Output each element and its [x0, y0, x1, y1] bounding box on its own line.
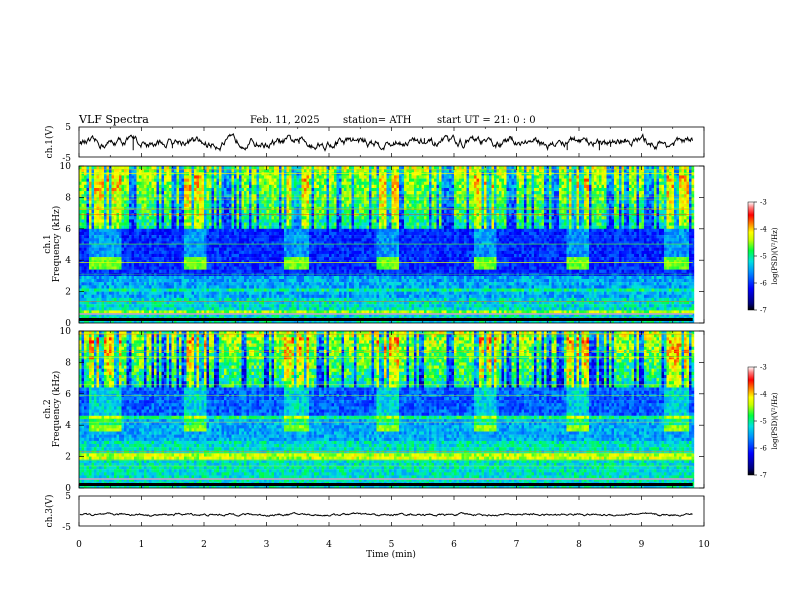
ch1-waveform-panel: 5 -5 ch.1(V) [44, 123, 705, 164]
ch2-freq-tick-2: 2 [65, 453, 71, 463]
ch2-spectrogram-image [79, 331, 704, 488]
figure-title: VLF Spectra [78, 113, 149, 126]
ch3-waveform-frame [78, 495, 705, 527]
ch2-colorbar-tick--5: -5 [760, 418, 767, 426]
time-tick-label-0: 0 [76, 540, 82, 550]
time-tick-label-9: 9 [639, 540, 645, 550]
ch1-waveform-line [79, 133, 693, 152]
ch1-colorbar-ticks: -3 -4 -5 -6 -7 [754, 199, 767, 315]
time-tick-label-3: 3 [264, 540, 270, 550]
ch1-freq-tick-6: 6 [65, 225, 71, 235]
ch2-colorbar-gradient [747, 366, 755, 476]
ch1-freq-channel-label: ch.1 [43, 234, 53, 253]
ch3-waveform-ylabel: ch.3(V) [44, 495, 55, 528]
ch1-waveform-ticks [78, 127, 705, 157]
ch1-ytick-min: -5 [62, 154, 71, 164]
ch3-waveform-ticks [78, 496, 705, 526]
ch1-colorbar-gradient [747, 201, 755, 311]
ch2-colorbar: -3 -4 -5 -6 -7 log(PSD)(V²/Hz) [747, 364, 779, 480]
ch2-freq-channel-label: ch.2 [43, 399, 53, 418]
ch2-colorbar-ticks: -3 -4 -5 -6 -7 [754, 364, 767, 480]
time-tick-label-5: 5 [389, 540, 395, 550]
ch1-spectrogram-ticks [78, 166, 705, 323]
ch1-colorbar-tick--3: -3 [760, 199, 767, 207]
ch1-waveform-ylabel: ch.1(V) [44, 126, 55, 159]
ch1-colorbar-label: log(PSD)(V²/Hz) [771, 227, 779, 284]
ch1-freq-tick-10: 10 [60, 162, 72, 172]
time-tick-label-7: 7 [514, 540, 520, 550]
ch2-colorbar-tick--4: -4 [760, 391, 767, 399]
ch1-colorbar-tick--7: -7 [760, 307, 767, 315]
station-label: station= ATH [343, 115, 412, 126]
ch1-colorbar-tick--4: -4 [760, 226, 767, 234]
ch2-spectrogram-ticks [78, 331, 705, 488]
date-label: Feb. 11, 2025 [250, 115, 320, 126]
ch1-freq-tick-8: 8 [65, 193, 71, 203]
ch1-colorbar: -3 -4 -5 -6 -7 log(PSD)(V²/Hz) [747, 199, 779, 315]
ch1-freq-tick-2: 2 [65, 288, 71, 298]
ch2-freq-axis-label: Frequency (kHz) [51, 371, 62, 448]
ch2-colorbar-tick--7: -7 [760, 472, 767, 480]
time-tick-label-6: 6 [451, 540, 457, 550]
ch2-freq-tick-8: 8 [65, 358, 71, 368]
ch3-waveform-panel: 5 -5 ch.3(V) [44, 492, 705, 533]
ch2-freq-tick-0: 0 [65, 484, 71, 494]
time-tick-label-2: 2 [201, 540, 207, 550]
ch2-colorbar-tick--3: -3 [760, 364, 767, 372]
ch1-freq-tick-labels: 0 2 4 6 8 10 [60, 162, 704, 329]
time-axis-tick-labels: 0 1 2 3 4 5 6 7 8 9 10 [76, 540, 710, 550]
ch2-freq-tick-labels: 0 2 4 6 8 10 [60, 327, 704, 494]
ch1-colorbar-tick--6: -6 [760, 280, 767, 288]
ch1-spectrogram-image [79, 166, 704, 323]
ch1-freq-axis-label: Frequency (kHz) [51, 206, 62, 283]
ch1-colorbar-tick--5: -5 [760, 253, 767, 261]
ch1-freq-tick-4: 4 [65, 256, 71, 266]
time-tick-label-10: 10 [698, 540, 710, 550]
ch3-ytick-max: 5 [65, 492, 71, 502]
time-tick-label-8: 8 [576, 540, 582, 550]
ch2-colorbar-label: log(PSD)(V²/Hz) [771, 392, 779, 449]
ch3-waveform-line [79, 511, 693, 517]
ch2-freq-tick-4: 4 [65, 421, 71, 431]
ch2-spectrogram-panel: 0 2 4 6 8 10 ch.2 Frequency (kHz) [43, 327, 705, 494]
time-axis-label: Time (min) [366, 549, 416, 560]
time-tick-label-1: 1 [139, 540, 145, 550]
time-tick-label-4: 4 [326, 540, 332, 550]
ch1-freq-tick-0: 0 [65, 319, 71, 329]
ch1-spectrogram-panel: 0 2 4 6 8 10 ch.1 Frequency (kHz) [43, 162, 705, 329]
start-time-label: start UT = 21: 0 : 0 [437, 115, 536, 126]
ch2-colorbar-tick--6: -6 [760, 445, 767, 453]
ch2-freq-tick-10: 10 [60, 327, 72, 337]
ch3-ytick-min: -5 [62, 523, 71, 533]
ch1-ytick-max: 5 [65, 123, 71, 133]
ch2-freq-tick-6: 6 [65, 390, 71, 400]
